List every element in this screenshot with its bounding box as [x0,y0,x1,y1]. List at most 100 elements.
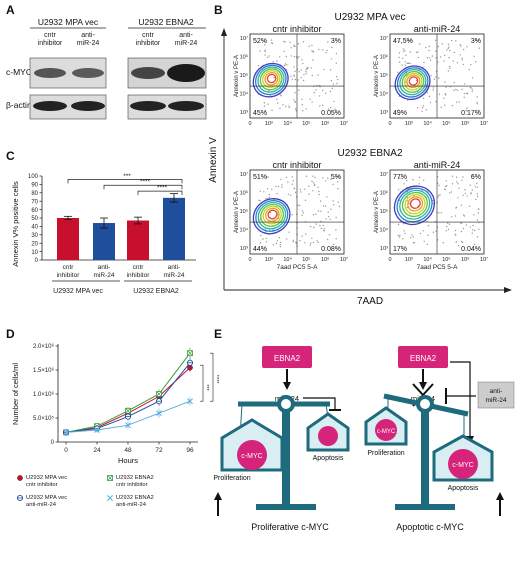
flow-dot [325,52,327,54]
flow-dot [417,51,419,53]
flow-dot [461,57,463,59]
flow-dot [308,193,310,195]
scale-left: EBNA2 miR-24 c-MYC Proliferation Apoptos… [213,346,350,532]
flow-dot [415,79,418,82]
flow-dot [267,103,269,105]
flow-dot [311,237,313,240]
flow-dot [475,61,477,63]
flow-dot [304,242,306,244]
flow-x-tick: 10⁵ [442,120,450,127]
flow-x-tick: 10⁶ [461,120,469,127]
flow-dot [423,240,425,243]
ebna2-label-left: EBNA2 [274,354,301,363]
flow-dot [466,110,468,112]
flow-dot [309,98,311,100]
flow-contour [265,207,280,222]
flow-dot [423,61,425,64]
flow-dot [447,70,450,72]
series-point [63,429,69,436]
flow-contour [257,201,287,230]
cmyc-label-right-big: c-MYC [452,462,473,469]
flow-dot [478,208,480,211]
flow-dot [329,218,331,221]
flow-dot [317,186,319,189]
flow-y-tick: 10⁶ [240,54,248,61]
flow-dot [437,182,439,185]
flow-dot [306,67,308,69]
flow-dot [322,177,324,179]
flow-contour [396,187,433,223]
flow-dot [305,70,307,73]
flow-dot [404,64,406,66]
anti-mir24-line1: anti- [490,388,503,395]
flow-dot [454,229,457,232]
blot-right-group-label: U2932 EBNA2 [138,17,194,27]
blot-lane-4-line1: anti- [179,32,193,39]
flow-dot [271,109,273,112]
flow-dot [409,237,412,239]
anti-mir24-line2: miR-24 [486,397,507,404]
flow-dot [443,60,445,62]
bar [93,223,115,260]
flow-dot [438,77,440,79]
flow-dot [403,230,405,232]
flow-dot [276,98,278,101]
flow-dot [263,105,266,107]
flow-dot [461,59,464,61]
flow-dot [456,181,458,183]
flow-x-tick: 0 [248,257,251,263]
flow-dot [427,234,429,236]
flow-dot [449,49,451,52]
flow-dot [294,78,297,81]
flow-dot [409,62,411,65]
flow-x-tick: 10⁴ [283,256,292,263]
flow-dot [471,189,474,191]
flow-dot [264,40,266,43]
flow-dot [425,46,427,49]
flow-dot [275,185,277,188]
flow-dot [293,99,295,101]
flow-dot [477,109,479,111]
flow-dot [264,49,266,51]
flow-dot [321,104,324,107]
flow-dot [272,229,274,231]
line-y-tick-label: 1.0×10⁶ [33,391,55,398]
flow-dot [277,185,280,188]
flow-dot [315,213,317,215]
flow-dot [332,83,335,85]
blot-band [131,67,165,79]
flow-dot [275,242,278,245]
flow-dot [291,78,294,81]
flow-dot [312,175,314,177]
flow-dot [318,190,320,193]
flow-dot [421,107,424,109]
flow-dot [337,181,339,183]
flow-dot [305,68,307,71]
flow-dot [444,81,446,83]
cmyc-label-right-small: c-MYC [377,429,396,435]
flow-dot [302,212,305,214]
flow-dot [453,51,456,54]
flow-dot [446,225,448,228]
bar-category-label: cntr [63,264,75,271]
panel-b: B U2932 MPA vec U2932 EBNA2 Annexin V 7A… [208,3,512,307]
flow-dot [476,193,479,195]
flow-contour [399,189,431,220]
flow-dot [293,45,295,47]
flow-dot [312,190,314,192]
flow-x-tick: 10⁷ [480,256,488,263]
flow-contour [408,76,419,86]
flow-quadrant-ll: 45% [253,110,267,117]
sig-label: *** [203,384,209,391]
flow-x-tick: 10⁴ [423,120,432,127]
flow-dot [449,65,451,68]
flow-dot [301,98,303,101]
flow-dot [318,95,321,97]
flow-dot [285,105,287,108]
bar [127,220,149,260]
flow-dot [466,92,469,95]
flow-dot [455,241,457,243]
flow-y-tick: 10⁵ [240,72,248,79]
